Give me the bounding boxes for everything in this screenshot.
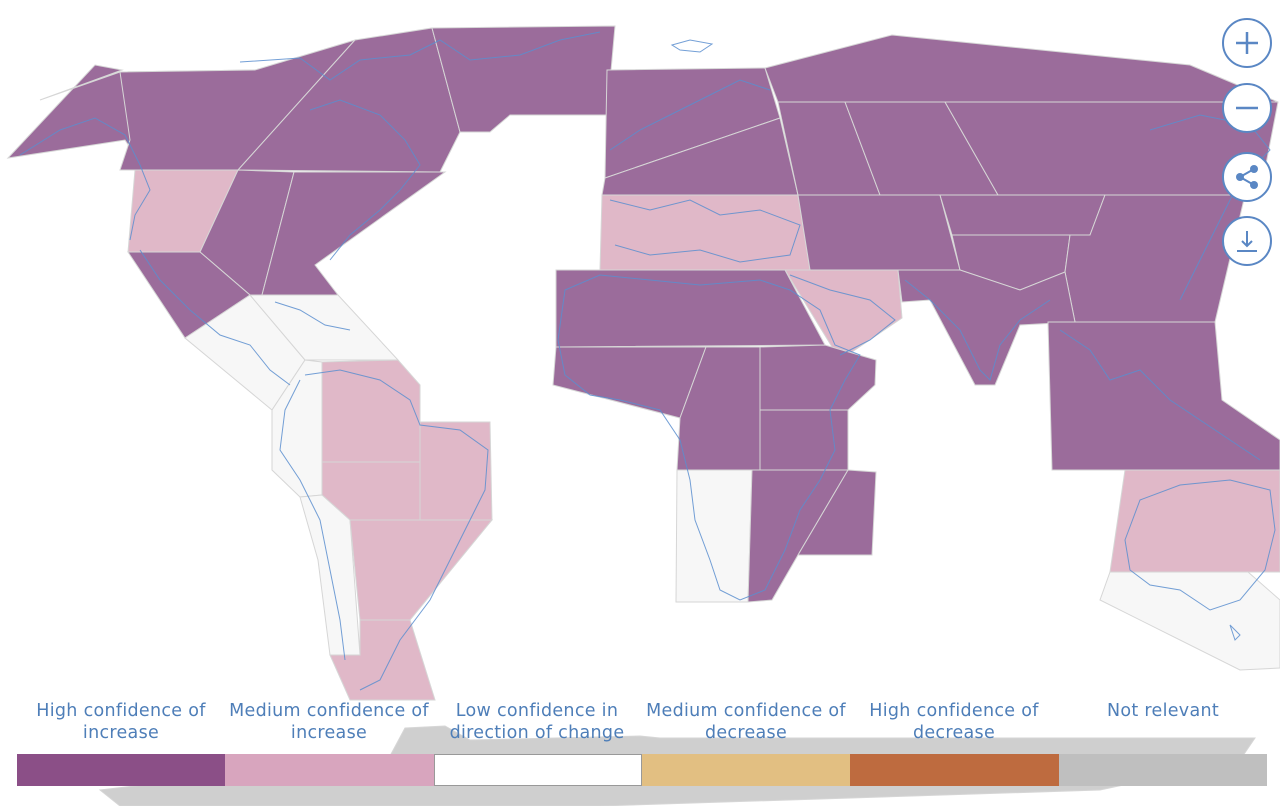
region-mediterranean[interactable] bbox=[599, 194, 811, 271]
region-east-central-asia[interactable] bbox=[939, 194, 1106, 236]
legend-label-medium-increase: Medium confidence of increase bbox=[229, 701, 429, 743]
region-east-north-america[interactable] bbox=[261, 171, 447, 296]
legend-swatch-not-relevant[interactable] bbox=[1059, 754, 1267, 786]
region-madagascar[interactable] bbox=[797, 469, 877, 556]
region-russian-arctic[interactable] bbox=[764, 34, 1279, 103]
region-greenland[interactable] bbox=[431, 25, 616, 133]
region-south-east-asia[interactable] bbox=[1047, 321, 1280, 471]
legend-label-high-decrease: High confidence of decrease bbox=[869, 701, 1039, 743]
minus-icon bbox=[1236, 106, 1258, 110]
plus-icon bbox=[1236, 32, 1258, 54]
legend-swatch-high-increase[interactable] bbox=[17, 754, 225, 786]
region-southern-south-america[interactable] bbox=[329, 619, 436, 701]
share-icon bbox=[1236, 165, 1258, 189]
legend-swatch-medium-decrease[interactable] bbox=[642, 754, 850, 786]
share-button[interactable] bbox=[1222, 152, 1272, 202]
region-west-central-asia[interactable] bbox=[797, 194, 961, 271]
region-east-southern-africa[interactable] bbox=[747, 469, 849, 603]
download-icon bbox=[1237, 231, 1257, 252]
legend-swatch-high-decrease[interactable] bbox=[850, 754, 1059, 786]
region-se-africa[interactable] bbox=[759, 409, 849, 471]
legend-label-medium-decrease: Medium confidence of decrease bbox=[646, 701, 846, 743]
legend-label-high-increase: High confidence of increase bbox=[36, 701, 206, 743]
region-south-asia[interactable] bbox=[897, 269, 1076, 386]
coastlines bbox=[19, 31, 1276, 691]
region-sahara[interactable] bbox=[555, 269, 826, 348]
region-ne-canada[interactable] bbox=[236, 27, 461, 173]
download-button[interactable] bbox=[1222, 216, 1272, 266]
legend-label-low-confidence: Low confidence in direction of change bbox=[449, 701, 625, 743]
region-northern-south-america[interactable] bbox=[321, 359, 421, 463]
region-ne-south-america[interactable] bbox=[419, 421, 493, 521]
legend-swatch-medium-increase[interactable] bbox=[225, 754, 434, 786]
region-southern-australia[interactable] bbox=[1099, 571, 1280, 671]
legend-label-not-relevant: Not relevant bbox=[1106, 701, 1220, 721]
zoom-out-button[interactable] bbox=[1222, 83, 1272, 133]
region-northern-australia[interactable] bbox=[1109, 469, 1280, 573]
legend-swatch-low-confidence[interactable] bbox=[434, 754, 642, 786]
region-western-africa[interactable] bbox=[552, 346, 707, 419]
region-se-south-america[interactable] bbox=[349, 519, 494, 621]
region-west-southern-africa[interactable] bbox=[675, 469, 753, 603]
map-legend: High confidence of increase Medium confi… bbox=[17, 700, 1267, 790]
zoom-in-button[interactable] bbox=[1222, 18, 1272, 68]
